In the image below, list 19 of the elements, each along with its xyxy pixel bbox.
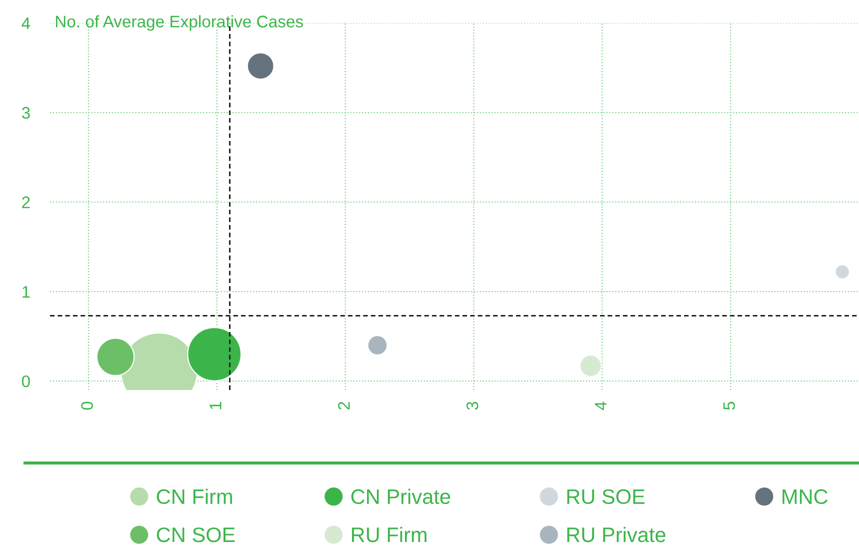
y-tick-label: 0 bbox=[22, 375, 30, 388]
legend-label: RU Firm bbox=[352, 526, 426, 542]
y-tick-label: 4 bbox=[22, 18, 30, 30]
x-tick-label: 1 bbox=[210, 402, 222, 410]
x-tick-label: 5 bbox=[723, 402, 736, 410]
legend-label: CN Private bbox=[351, 488, 450, 504]
legend-label: CN Firm bbox=[156, 488, 232, 504]
legend-label: MNC bbox=[782, 489, 828, 504]
y-tick-label: 1 bbox=[22, 286, 30, 298]
legend-label: RU SOE bbox=[567, 489, 645, 504]
legend-label: RU Private bbox=[567, 526, 666, 542]
y-tick-label: 2 bbox=[22, 196, 30, 208]
x-tick-label: 0 bbox=[81, 402, 93, 410]
x-tick-label: 3 bbox=[466, 402, 478, 410]
y-axis-title: No. of Average Explorative Cases bbox=[56, 15, 303, 31]
y-tick-label: 3 bbox=[22, 106, 30, 119]
x-tick-label: 2 bbox=[338, 402, 350, 410]
legend-label: CN SOE bbox=[156, 527, 235, 542]
x-tick-label: 4 bbox=[595, 402, 606, 410]
